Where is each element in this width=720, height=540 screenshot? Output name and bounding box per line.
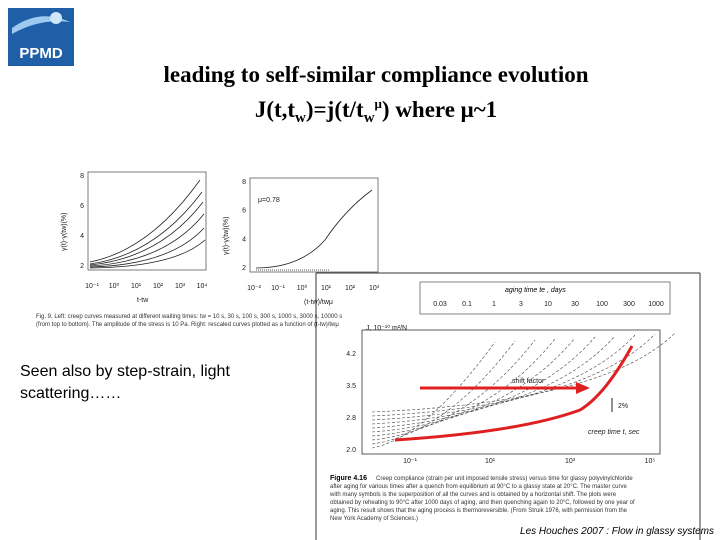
body-text: Seen also by step-strain, light bbox=[20, 363, 230, 380]
title-sub: w bbox=[295, 110, 306, 126]
y-tick-label: 2.0 bbox=[346, 447, 356, 454]
caption: (from top to bottom). The amplitude of t… bbox=[36, 322, 339, 328]
x-axis-label: (t-tw)/twμ bbox=[304, 299, 333, 306]
x-tick-label: 10⁴ bbox=[197, 283, 208, 290]
caption-title: Figure 4.16 bbox=[330, 475, 367, 482]
top-tick-label: 30 bbox=[571, 301, 579, 308]
header-box bbox=[419, 281, 671, 315]
caption: Creep compliance (strain per unit impose… bbox=[376, 476, 633, 482]
body-text: scattering…… bbox=[20, 385, 121, 402]
caption: Fig. 9. Left: creep curves measured at d… bbox=[36, 314, 342, 320]
y-tick-label: 6 bbox=[242, 208, 246, 215]
master-curve bbox=[394, 345, 634, 442]
shift-label: 2% bbox=[618, 403, 628, 410]
title-part: J(t,t bbox=[255, 97, 296, 122]
plot-frame bbox=[361, 329, 661, 455]
x-tick-label: 10³ bbox=[369, 285, 380, 292]
logo-text: PPMD bbox=[19, 45, 63, 62]
top-tick-label: 10 bbox=[544, 301, 552, 308]
caption: obtained by reheating to 90°C after 1000… bbox=[330, 500, 635, 506]
footer: Les Houches 2007 : Flow in glassy system… bbox=[520, 526, 714, 537]
x-tick-label: 10¹ bbox=[485, 458, 496, 465]
y-axis-label: γ(t)-γ(tw)(%) bbox=[61, 213, 68, 252]
x-tick-label: 10⁵ bbox=[645, 458, 656, 465]
aging-curve bbox=[371, 336, 596, 429]
top-tick-label: 300 bbox=[623, 301, 635, 308]
curve bbox=[89, 213, 205, 267]
y-tick-label: 2.8 bbox=[346, 415, 356, 422]
legend: shift factor bbox=[512, 378, 545, 385]
caption: after aging for various times after a qu… bbox=[330, 484, 627, 490]
x-tick-label: 10³ bbox=[175, 283, 186, 290]
x-tick-label: 10⁰ bbox=[297, 284, 308, 292]
title-line2: J(t,tw)=j(t/twμ) where μ~1 bbox=[255, 96, 497, 126]
y-axis-label: γ(t)-γ(tw)(%) bbox=[223, 217, 230, 256]
x-tick-label: 10⁻¹ bbox=[85, 283, 99, 290]
x-tick-label: 10⁻¹ bbox=[403, 458, 417, 465]
y-tick-label: 2 bbox=[242, 265, 246, 272]
caption: New York Academy of Sciences.) bbox=[330, 516, 418, 522]
aging-curve bbox=[371, 341, 496, 449]
top-tick-label: 3 bbox=[519, 301, 523, 308]
aging-curve bbox=[371, 332, 676, 413]
aging-curve bbox=[371, 340, 516, 445]
x-tick-label: 10⁻² bbox=[247, 285, 261, 292]
y-tick-label: 6 bbox=[80, 203, 84, 210]
logo-dot bbox=[50, 12, 62, 24]
title-sub: w bbox=[364, 110, 375, 126]
x-axis-label: t-tw bbox=[137, 297, 149, 304]
x-tick-label: 10³ bbox=[565, 458, 576, 465]
right-figure bbox=[315, 272, 701, 540]
top-tick-label: 1 bbox=[492, 301, 496, 308]
curve bbox=[255, 189, 373, 269]
x-tick-label: 10⁰ bbox=[109, 282, 120, 290]
x-tick-label: 10² bbox=[345, 285, 356, 292]
y-tick-label: 4 bbox=[80, 233, 84, 240]
aging-curves bbox=[371, 332, 676, 449]
aging-curve bbox=[371, 337, 576, 433]
y-tick-label: 4.2 bbox=[346, 351, 356, 358]
aging-curve bbox=[371, 333, 656, 417]
x-tick-label: 10² bbox=[153, 283, 164, 290]
x-tick-label: 10⁻¹ bbox=[271, 285, 285, 292]
y-tick-label: 4 bbox=[242, 236, 246, 243]
caption: aging. This result shows that the aging … bbox=[330, 508, 628, 514]
x-tick-label: 10¹ bbox=[131, 283, 142, 290]
title-sup: μ bbox=[375, 96, 383, 111]
curve bbox=[89, 201, 204, 266]
curves bbox=[89, 179, 373, 269]
x-tick-label: 10¹ bbox=[321, 285, 332, 292]
curve bbox=[89, 191, 203, 265]
aging-curve bbox=[371, 334, 636, 421]
caption: with many symbols is the superposition o… bbox=[329, 492, 617, 498]
title-part: ) where μ~1 bbox=[382, 97, 497, 122]
top-tick-label: 0.1 bbox=[462, 301, 472, 308]
curve bbox=[89, 179, 201, 263]
y-axis-label: J, 10⁻¹⁰ m²/N bbox=[366, 324, 407, 332]
curve bbox=[89, 227, 205, 268]
plot-frame bbox=[87, 171, 207, 271]
y-tick-label: 2 bbox=[80, 263, 84, 270]
x-axis-label: creep time t, sec bbox=[588, 429, 640, 436]
top-tick-label: 100 bbox=[596, 301, 608, 308]
y-tick-label: 8 bbox=[242, 179, 246, 186]
annotation: μ=0.78 bbox=[258, 197, 280, 204]
title-line1: leading to self-similar compliance evolu… bbox=[163, 62, 588, 87]
header: aging time te , days bbox=[505, 287, 566, 294]
y-tick-label: 3.5 bbox=[346, 383, 356, 390]
plot-frame bbox=[249, 177, 379, 273]
curve bbox=[89, 239, 206, 269]
left-figure bbox=[87, 171, 379, 273]
arrow-head bbox=[576, 382, 590, 394]
top-tick-label: 1000 bbox=[648, 301, 664, 308]
logo: PPMD bbox=[8, 8, 74, 66]
title-part: )=j(t/t bbox=[306, 97, 364, 122]
top-tick-label: 0.03 bbox=[433, 301, 447, 308]
aging-curve bbox=[371, 339, 536, 441]
y-tick-label: 8 bbox=[80, 173, 84, 180]
